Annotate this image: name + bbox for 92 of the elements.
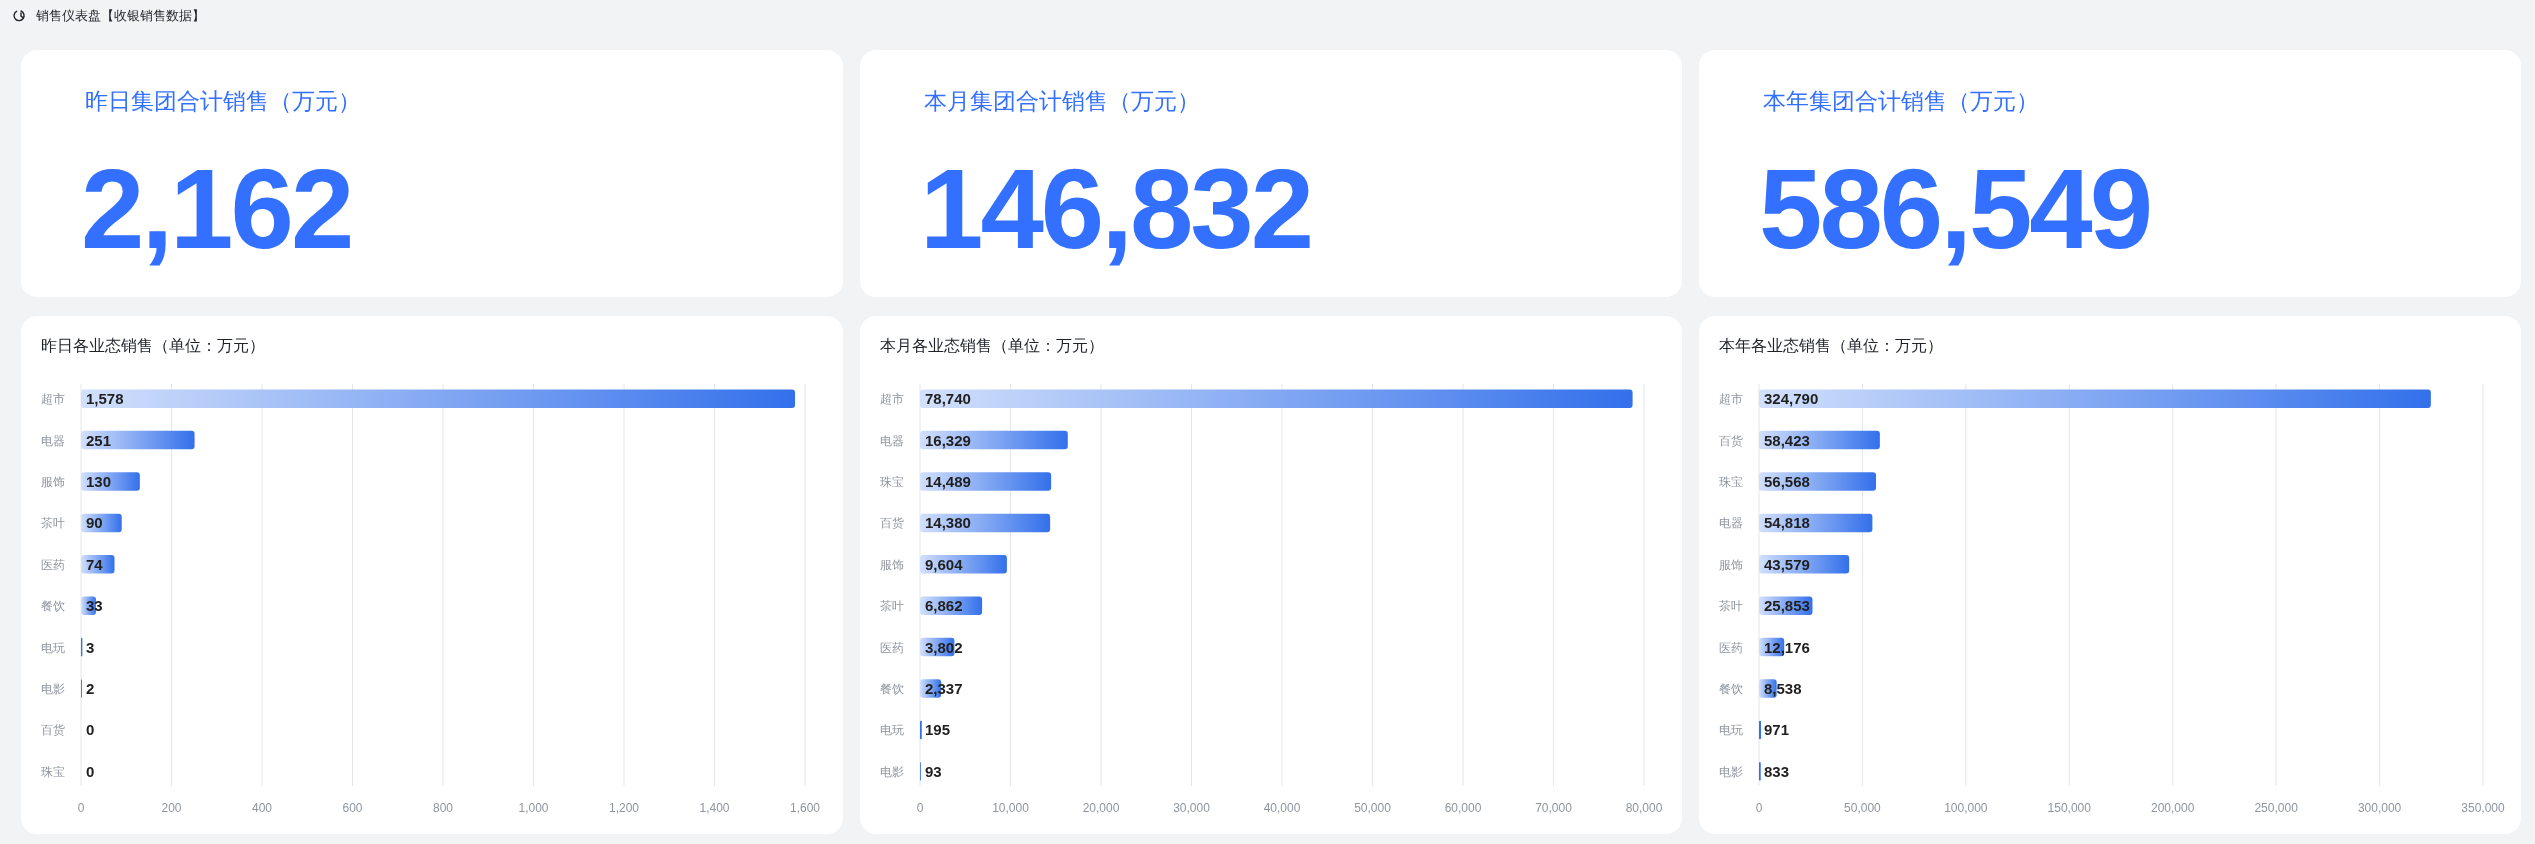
x-tick-label: 250,000 xyxy=(2254,801,2299,815)
x-tick-label: 300,000 xyxy=(2357,801,2402,815)
text: 586,549 xyxy=(1759,145,2151,272)
y-tick-label: 餐饮 xyxy=(880,682,904,696)
y-tick-label: 茶叶 xyxy=(41,516,65,531)
chart-title: 昨日各业态销售（单位：万元） xyxy=(41,337,265,354)
y-tick-label: 茶叶 xyxy=(1719,599,1743,614)
y-tick-label: 电影 xyxy=(41,682,65,696)
data-label: 56,568 xyxy=(1764,473,1810,490)
x-tick-label: 350,000 xyxy=(2461,801,2506,815)
text: 昨日集团合计销售（万元） xyxy=(85,88,361,114)
data-label: 251 xyxy=(86,431,112,449)
y-tick-label: 电玩 xyxy=(41,640,65,655)
data-label: 9,604 xyxy=(925,555,964,573)
chart-title: 本月各业态销售（单位：万元） xyxy=(880,337,1104,354)
text: 2,162 xyxy=(81,145,352,272)
y-tick-label: 医药 xyxy=(1719,640,1743,655)
x-tick-label: 10,000 xyxy=(992,801,1030,815)
x-tick-label: 40,000 xyxy=(1263,801,1301,815)
y-tick-label: 电器 xyxy=(880,433,904,448)
data-label: 833 xyxy=(1764,762,1790,780)
chart-title: 本年各业态销售（单位：万元） xyxy=(1719,337,1943,354)
text: 146,832 xyxy=(920,145,1312,272)
y-tick-label: 珠宝 xyxy=(880,475,904,489)
x-tick-label: 0 xyxy=(916,801,924,815)
data-label: 14,489 xyxy=(925,473,971,490)
data-label: 195 xyxy=(925,721,951,739)
y-tick-label: 医药 xyxy=(41,557,65,572)
data-label: 93 xyxy=(925,762,942,780)
x-tick-label: 0 xyxy=(77,801,85,815)
x-tick-label: 200 xyxy=(161,801,182,815)
y-tick-label: 餐饮 xyxy=(41,599,65,614)
data-label: 971 xyxy=(1764,721,1790,739)
x-tick-label: 60,000 xyxy=(1444,801,1482,815)
data-label: 78,740 xyxy=(925,390,971,408)
y-tick-label: 电玩 xyxy=(880,723,904,738)
x-tick-label: 100,000 xyxy=(1944,801,1988,815)
y-tick-label: 电影 xyxy=(1719,764,1743,779)
x-tick-label: 0 xyxy=(1755,801,1763,815)
data-label: 90 xyxy=(86,514,103,532)
data-label: 54,818 xyxy=(1764,514,1810,532)
y-tick-label: 服饰 xyxy=(41,475,65,489)
x-tick-label: 150,000 xyxy=(2047,801,2092,815)
x-tick-label: 800 xyxy=(432,801,454,815)
data-label: 0 xyxy=(86,721,95,739)
text: 销售仪表盘【收银销售数据】 xyxy=(35,9,205,23)
y-tick-label: 超市 xyxy=(41,392,65,407)
data-label: 324,790 xyxy=(1764,390,1819,408)
x-tick-label: 200,000 xyxy=(2151,801,2195,815)
x-tick-label: 1,200 xyxy=(608,801,640,815)
data-label: 3 xyxy=(86,638,95,656)
y-tick-label: 百货 xyxy=(41,723,65,738)
data-label: 3,802 xyxy=(925,638,963,656)
data-label: 14,380 xyxy=(925,514,971,532)
x-tick-label: 1,600 xyxy=(789,801,821,815)
x-tick-label: 1,400 xyxy=(699,801,730,815)
y-tick-label: 珠宝 xyxy=(41,764,65,779)
y-tick-label: 餐饮 xyxy=(1719,682,1743,696)
data-label: 1,578 xyxy=(86,390,124,408)
x-tick-label: 1,000 xyxy=(518,801,549,815)
y-tick-label: 服饰 xyxy=(880,557,904,572)
data-label: 43,579 xyxy=(1764,555,1810,573)
y-tick-label: 百货 xyxy=(880,516,904,531)
x-tick-label: 400 xyxy=(251,801,273,815)
x-tick-label: 80,000 xyxy=(1625,801,1663,815)
x-tick-label: 50,000 xyxy=(1844,801,1882,815)
text: 本月集团合计销售（万元） xyxy=(924,88,1200,114)
data-label: 25,853 xyxy=(1764,597,1810,615)
x-tick-label: 600 xyxy=(342,801,363,815)
text: 本年集团合计销售（万元） xyxy=(1763,88,2039,114)
y-tick-label: 茶叶 xyxy=(880,599,904,614)
x-tick-label: 70,000 xyxy=(1535,801,1573,815)
y-tick-label: 百货 xyxy=(1719,433,1743,448)
y-tick-label: 医药 xyxy=(880,640,904,655)
data-label: 74 xyxy=(86,555,104,573)
data-label: 6,862 xyxy=(925,597,963,615)
x-tick-label: 50,000 xyxy=(1354,801,1392,815)
y-tick-label: 珠宝 xyxy=(1719,475,1743,489)
y-tick-label: 超市 xyxy=(880,392,904,407)
y-tick-label: 电器 xyxy=(1719,516,1743,531)
y-tick-label: 电玩 xyxy=(1719,723,1743,738)
data-label: 0 xyxy=(86,762,95,780)
data-label: 58,423 xyxy=(1764,431,1810,449)
x-tick-label: 30,000 xyxy=(1173,801,1211,815)
y-tick-label: 电影 xyxy=(880,764,904,779)
data-label: 130 xyxy=(86,473,112,490)
data-label: 16,329 xyxy=(925,431,971,449)
y-tick-label: 超市 xyxy=(1719,392,1743,407)
y-tick-label: 服饰 xyxy=(1719,557,1743,572)
y-tick-label: 电器 xyxy=(41,433,65,448)
x-tick-label: 20,000 xyxy=(1082,801,1120,815)
data-label: 2 xyxy=(86,680,95,697)
